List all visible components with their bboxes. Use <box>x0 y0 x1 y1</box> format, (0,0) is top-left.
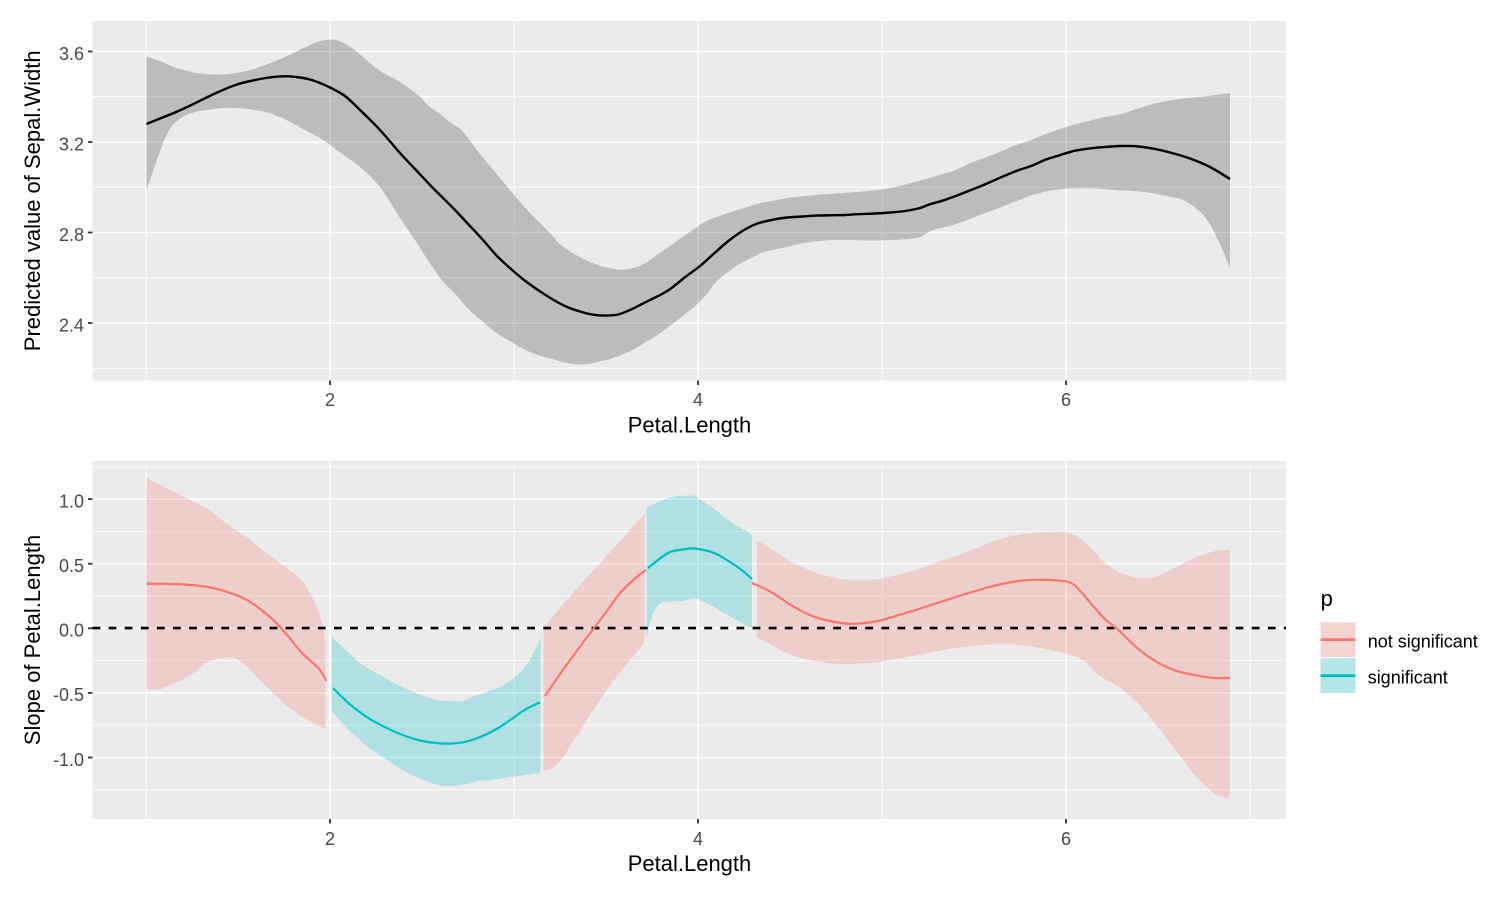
svg-text:p: p <box>1321 586 1333 611</box>
svg-text:-0.5: -0.5 <box>53 685 84 705</box>
svg-text:Petal.Length: Petal.Length <box>628 851 752 876</box>
svg-text:Petal.Length: Petal.Length <box>628 412 752 437</box>
svg-text:significant: significant <box>1368 667 1448 687</box>
svg-text:-1.0: -1.0 <box>53 750 84 770</box>
svg-text:3.2: 3.2 <box>59 134 84 154</box>
svg-text:2: 2 <box>325 829 335 849</box>
svg-text:2.8: 2.8 <box>59 225 84 245</box>
svg-text:0.5: 0.5 <box>59 556 84 576</box>
svg-text:6: 6 <box>1061 829 1071 849</box>
svg-text:0.0: 0.0 <box>59 621 84 641</box>
svg-text:not significant: not significant <box>1368 631 1478 651</box>
svg-text:1.0: 1.0 <box>59 491 84 511</box>
svg-text:2: 2 <box>325 390 335 410</box>
svg-text:6: 6 <box>1061 390 1071 410</box>
svg-text:3.6: 3.6 <box>59 44 84 64</box>
svg-text:2.4: 2.4 <box>59 315 84 335</box>
svg-text:4: 4 <box>693 390 703 410</box>
svg-text:4: 4 <box>693 829 703 849</box>
svg-text:Predicted value of Sepal.Width: Predicted value of Sepal.Width <box>20 50 45 351</box>
svg-text:Slope of Petal.Length: Slope of Petal.Length <box>20 535 45 745</box>
